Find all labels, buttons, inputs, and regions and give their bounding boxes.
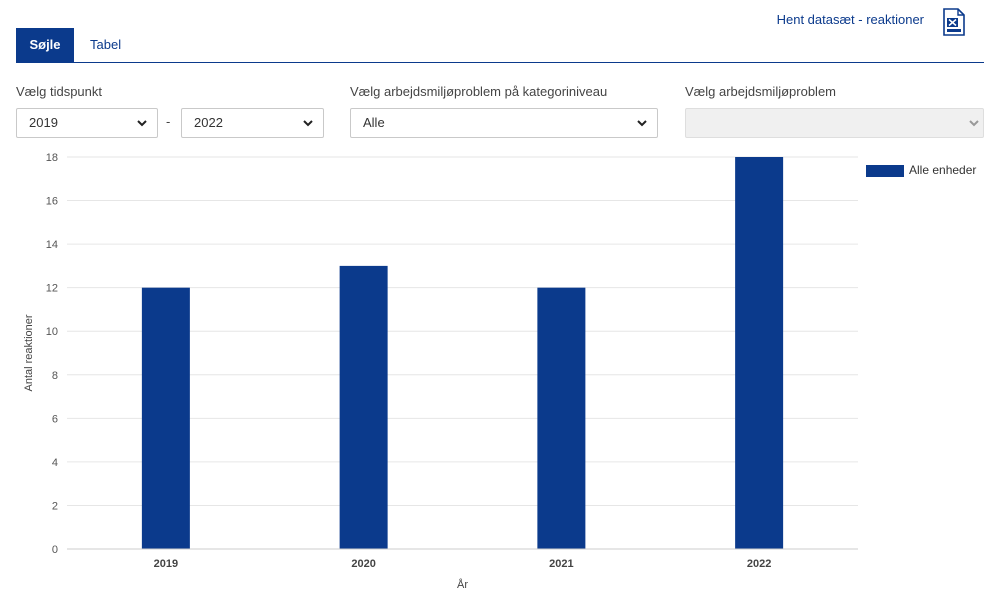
y-axis-label: Antal reaktioner <box>23 314 35 391</box>
bar-2021[interactable] <box>537 287 586 549</box>
period-separator: - <box>166 114 171 129</box>
y-tick-label: 16 <box>46 196 58 208</box>
chevron-down-icon <box>637 120 647 127</box>
y-tick-label: 12 <box>46 283 58 295</box>
x-axis-label: År <box>457 578 468 590</box>
chevron-down-icon <box>303 120 313 127</box>
tab-table[interactable]: Tabel <box>90 37 122 52</box>
period-to-value: 2022 <box>194 115 223 130</box>
y-tick-label: 6 <box>52 413 58 425</box>
y-tick-label: 0 <box>52 544 58 556</box>
tab-bar-chart[interactable]: Søjle <box>16 28 74 62</box>
x-tick-label: 2020 <box>351 558 375 570</box>
x-tick-label: 2019 <box>154 558 178 570</box>
y-tick-label: 4 <box>52 457 58 469</box>
excel-file-icon[interactable] <box>942 8 966 36</box>
legend-swatch[interactable] <box>866 165 904 177</box>
problem-label: Vælg arbejdsmiljøproblem <box>685 84 836 99</box>
bar-2020[interactable] <box>339 265 388 549</box>
category-value: Alle <box>363 115 385 130</box>
legend-label[interactable]: Alle enheder <box>909 163 977 177</box>
chevron-down-icon <box>969 120 979 127</box>
y-tick-label: 14 <box>46 239 58 251</box>
chevron-down-icon <box>137 120 147 127</box>
y-tick-label: 2 <box>52 500 58 512</box>
problem-select <box>685 108 984 138</box>
tab-bar: Søjle Tabel <box>16 28 984 63</box>
download-dataset-link[interactable]: Hent datasæt - reaktioner <box>776 12 924 27</box>
y-tick-label: 8 <box>52 370 58 382</box>
y-tick-label: 18 <box>46 152 58 164</box>
period-from-value: 2019 <box>29 115 58 130</box>
period-to-select[interactable]: 2022 <box>181 108 324 138</box>
period-from-select[interactable]: 2019 <box>16 108 158 138</box>
bar-2019[interactable] <box>141 287 190 549</box>
category-label: Vælg arbejdsmiljøproblem på kategorinive… <box>350 84 608 99</box>
period-label: Vælg tidspunkt <box>16 84 102 99</box>
bar-2022[interactable] <box>735 157 784 549</box>
x-tick-label: 2022 <box>747 558 771 570</box>
category-select[interactable]: Alle <box>350 108 658 138</box>
x-tick-label: 2021 <box>549 558 573 570</box>
y-tick-label: 10 <box>46 326 58 338</box>
